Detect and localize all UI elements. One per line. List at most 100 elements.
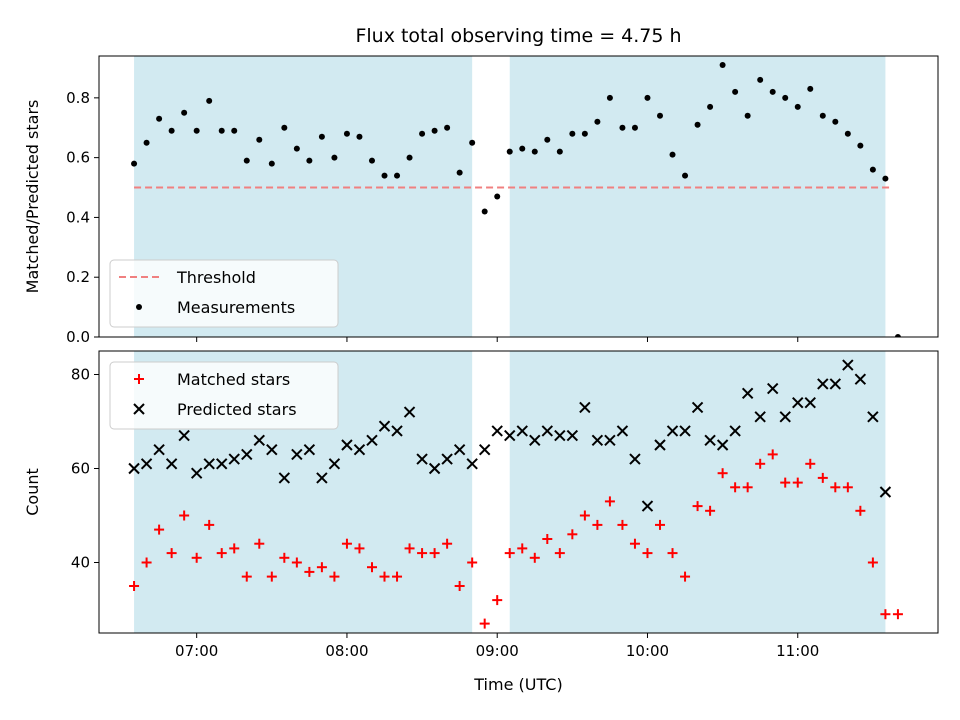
measurement-point [306,157,313,164]
y-tick-label: 0.6 [66,149,90,167]
predicted-stars-point [591,434,604,447]
measurement-point [694,121,701,128]
matched-stars-point [166,548,177,559]
matched-stars-point [229,543,240,554]
ratio-panel: 0.00.20.40.60.8 Matched/Predicted stars … [23,55,939,346]
predicted-stars-point [879,486,892,498]
matched-stars-point [680,571,691,582]
predicted-stars-point [817,378,829,390]
matched-stars-point [817,472,828,483]
matched-stars-point [742,482,753,493]
measurement-point [707,103,714,110]
matched-stars-point [717,468,728,479]
matched-stars-point [179,510,190,521]
predicted-stars-point [316,472,328,484]
matched-stars-point [354,543,365,554]
x-tick-label: 11:00 [776,642,819,660]
measurement-point [782,94,789,101]
predicted-stars-point [203,458,215,470]
predicted-stars-point [804,396,816,409]
x-axis-label: Time (UTC) [473,675,562,694]
measurement-point [343,130,350,137]
matched-stars-point [191,552,202,563]
predicted-stars-point [554,429,566,442]
predicted-stars-point [165,458,178,470]
predicted-stars-point [153,443,165,456]
predicted-stars-point [867,411,879,423]
top-axes-frame [98,55,939,338]
matched-stars-point [655,519,666,530]
matched-stars-point [504,548,515,559]
matched-stars-point [667,548,678,559]
matched-stars-point [880,609,891,620]
predicted-stars-point [729,425,741,437]
measurement-point [506,148,513,155]
matched-stars-point [241,571,252,582]
matched-stars-point [567,529,578,540]
y-tick-label: 0.4 [66,208,90,226]
measurement-point [143,139,150,146]
measurement-point [181,109,188,116]
predicted-stars-point [679,425,691,437]
measurement-point [419,130,426,137]
predicted-stars-point [328,458,341,470]
matched-stars-point [842,482,853,493]
predicted-stars-point [416,453,428,465]
measurement-point [281,124,288,131]
predicted-stars-point [241,448,253,461]
predicted-stars-point [178,429,190,442]
measurement-point [156,115,163,122]
measurement-point [857,142,864,149]
matched-stars-point [291,557,302,568]
predicted-stars-point [766,382,779,395]
measurement-point [807,85,814,92]
predicted-stars-point [366,434,378,447]
matched-stars-point [341,538,352,549]
legend-box [109,361,339,430]
bottom-y-axis-label: Count [23,468,42,516]
predicted-stars-point [216,458,228,470]
measurement-point [682,172,689,179]
measurement-point [757,76,764,83]
predicted-stars-point [579,401,591,414]
predicted-stars-point [378,420,391,432]
observing-window-2 [509,56,886,337]
measurement-point [619,124,626,131]
predicted-stars-point [391,425,403,437]
predicted-stars-point [704,434,716,447]
measurement-point [556,148,563,155]
matched-stars-point [755,458,766,469]
measurement-point [456,169,463,176]
matched-stars-point [417,548,428,559]
measurement-point [594,118,601,125]
legend-label: Matched stars [177,370,290,389]
measurement-point [206,97,213,104]
matched-stars-point [780,477,791,488]
matched-stars-point [730,482,741,493]
measurement-point [644,94,651,101]
predicted-stars-point [641,500,654,512]
matched-stars-point [141,557,152,568]
measurement-point [669,151,676,158]
predicted-stars-point [691,401,704,414]
matched-stars-point [529,552,540,563]
matched-stars-point [767,449,778,460]
bottom-legend: Matched stars Predicted stars [109,361,339,430]
predicted-stars-point [792,396,804,409]
predicted-stars-point [466,458,478,470]
matched-stars-point [204,519,215,530]
measurement-point [218,127,225,134]
bottom-axes-frame [98,350,939,634]
measurement-point [193,127,200,134]
measurement-point [819,112,826,119]
predicted-stars-point [228,453,240,465]
measurement-point [231,127,238,134]
predicted-stars-point [303,443,316,456]
measurement-point [631,124,638,131]
predicted-stars-point [140,458,153,470]
top-legend: Threshold Measurements [109,259,339,328]
measurement-point [243,157,250,164]
matched-stars-point [692,501,703,512]
predicted-stars-point [453,443,466,456]
